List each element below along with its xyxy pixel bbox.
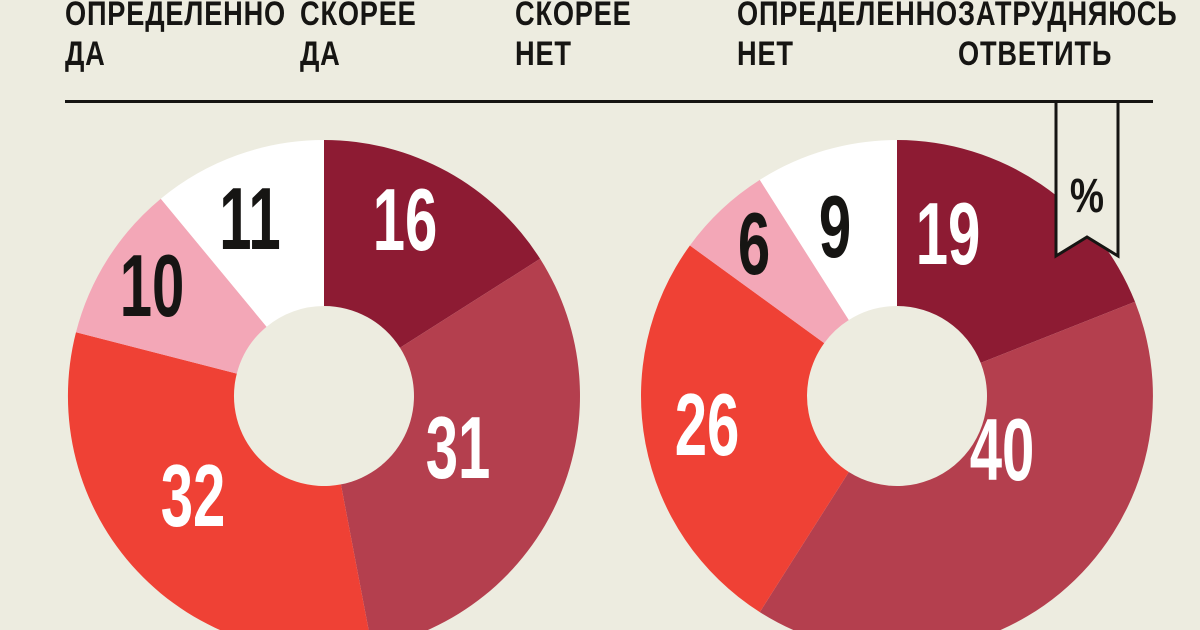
donut-1-slice-0 xyxy=(897,140,1135,363)
legend-item-definitely-yes: ОПРЕДЕЛЕННО ДА xyxy=(65,0,286,74)
legend-label-line: НЕТ xyxy=(515,35,572,73)
donut-0-value-label-4: 11 xyxy=(219,169,281,268)
legend-label-line: СКОРЕЕ xyxy=(300,0,417,33)
donut-1-slice-2 xyxy=(641,245,849,613)
legend-label-line: НЕТ xyxy=(737,35,794,73)
donut-0-slice-1 xyxy=(340,258,580,630)
legend-item-definitely-no: ОПРЕДЕЛЕННО НЕТ xyxy=(737,0,958,74)
legend-label-line: ОПРЕДЕЛЕННО xyxy=(65,0,286,33)
donut-0-slice-2 xyxy=(67,332,369,630)
donut-1-value-label-2: 26 xyxy=(674,375,740,474)
donut-0-value-label-1: 31 xyxy=(425,398,491,497)
donut-0-slice-3 xyxy=(76,198,267,374)
donut-0-value-label-0: 16 xyxy=(372,170,438,269)
donut-0-slice-0 xyxy=(324,140,541,348)
donut-1-value-label-3: 6 xyxy=(737,194,771,293)
donut-1-value-label-1: 40 xyxy=(969,400,1035,499)
donut-1-slice-1 xyxy=(759,301,1153,630)
percent-ribbon xyxy=(1054,100,1120,259)
legend-label-line: ОТВЕТИТЬ xyxy=(958,35,1113,73)
legend-item-hard-to-answer: ЗАТРУДНЯЮСЬ ОТВЕТИТЬ xyxy=(958,0,1178,74)
donut-0-value-label-2: 32 xyxy=(160,446,226,545)
percent-badge-label: % xyxy=(1069,170,1105,223)
donut-0-slice-4 xyxy=(160,139,324,327)
donut-0-value-label-3: 10 xyxy=(119,236,185,335)
legend-divider-line xyxy=(65,100,1153,103)
donut-1-slice-3 xyxy=(689,179,849,344)
donut-1-value-label-4: 9 xyxy=(818,177,852,276)
legend-label-line: ДА xyxy=(65,35,106,73)
donut-1-value-label-0: 19 xyxy=(915,184,981,283)
legend-label-line: ДА xyxy=(300,35,341,73)
legend-item-rather-yes: СКОРЕЕ ДА xyxy=(300,0,417,74)
legend-label-line: ЗАТРУДНЯЮСЬ xyxy=(958,0,1178,33)
legend-label-line: ОПРЕДЕЛЕННО xyxy=(737,0,958,33)
legend-label-line: СКОРЕЕ xyxy=(515,0,632,33)
donut-1-slice-4 xyxy=(759,140,897,320)
legend-item-rather-no: СКОРЕЕ НЕТ xyxy=(515,0,632,74)
